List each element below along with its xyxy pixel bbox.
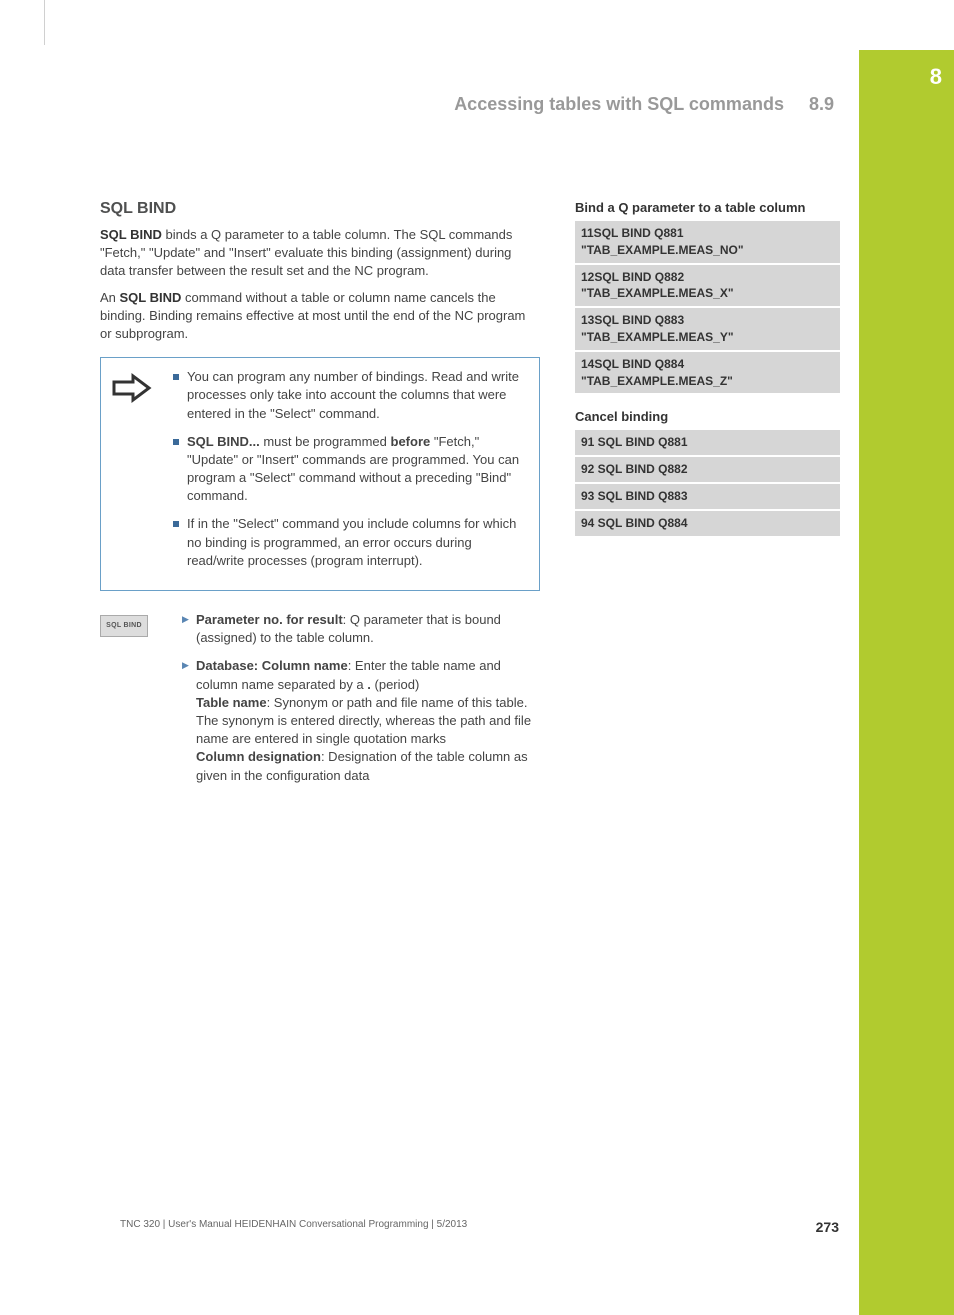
note-item: You can program any number of bindings. … <box>173 368 527 423</box>
header-title: Accessing tables with SQL commands <box>454 94 784 114</box>
code-row: 11SQL BIND Q881 "TAB_EXAMPLE.MEAS_NO" <box>575 221 840 264</box>
footer-text: TNC 320 | User's Manual HEIDENHAIN Conve… <box>120 1219 467 1230</box>
intro-paragraph-1: SQL BIND binds a Q parameter to a table … <box>100 226 540 281</box>
code-row: 14SQL BIND Q884 "TAB_EXAMPLE.MEAS_Z" <box>575 351 840 395</box>
right-heading-bind: Bind a Q parameter to a table column <box>575 200 840 215</box>
softkey-sql-bind: SQL BIND <box>100 615 148 637</box>
code-row: 13SQL BIND Q883 "TAB_EXAMPLE.MEAS_Y" <box>575 307 840 351</box>
code-row: 93 SQL BIND Q883 <box>575 483 840 510</box>
page-footer: TNC 320 | User's Manual HEIDENHAIN Conve… <box>120 1219 839 1235</box>
chapter-tab: 8 <box>859 50 954 1315</box>
intro-paragraph-2: An SQL BIND command without a table or c… <box>100 289 540 344</box>
param-item: Database: Column name: Enter the table n… <box>182 657 540 784</box>
page-number: 273 <box>816 1219 839 1235</box>
code-row: 92 SQL BIND Q882 <box>575 456 840 483</box>
cancel-example-table: 91 SQL BIND Q881 92 SQL BIND Q882 93 SQL… <box>575 430 840 537</box>
arrow-right-icon <box>111 368 173 580</box>
chapter-number: 8 <box>930 64 942 90</box>
softkey-label: SQL BIND <box>100 615 148 637</box>
bold-sql-bind: SQL BIND <box>100 227 162 242</box>
code-row: 94 SQL BIND Q884 <box>575 510 840 537</box>
page-section-header: Accessing tables with SQL commands 8.9 <box>100 94 834 115</box>
code-row: 91 SQL BIND Q881 <box>575 430 840 456</box>
section-title: SQL BIND <box>100 200 540 218</box>
code-row: 12SQL BIND Q882 "TAB_EXAMPLE.MEAS_X" <box>575 264 840 308</box>
param-item: Parameter no. for result: Q parameter th… <box>182 611 540 647</box>
note-box: You can program any number of bindings. … <box>100 357 540 591</box>
right-heading-cancel: Cancel binding <box>575 409 840 424</box>
note-item: SQL BIND... must be programmed before "F… <box>173 433 527 506</box>
header-section-number: 8.9 <box>789 94 834 114</box>
note-item: If in the "Select" command you include c… <box>173 515 527 570</box>
bind-example-table: 11SQL BIND Q881 "TAB_EXAMPLE.MEAS_NO" 12… <box>575 221 840 395</box>
